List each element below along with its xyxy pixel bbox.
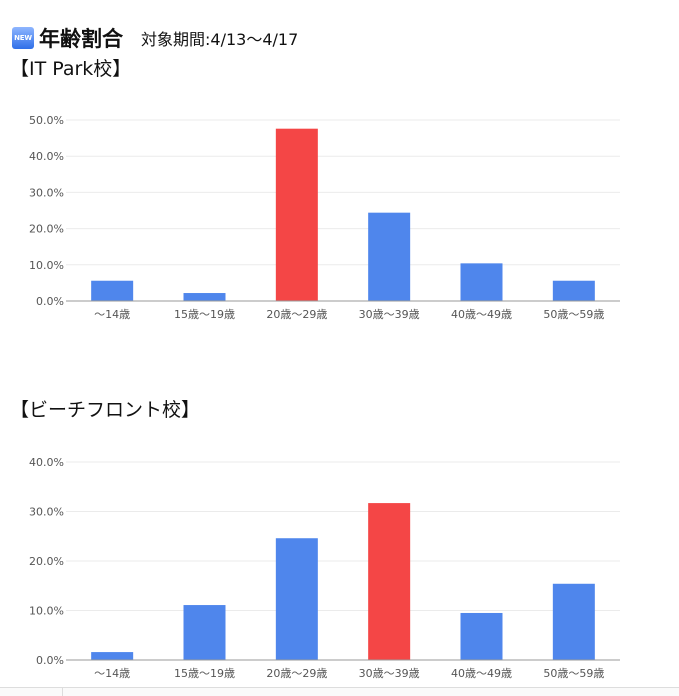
age-ratio-chart-it-park: 0.0% 10.0% 20.0% 30.0% 40.0% 50.0% 〜14歳 15歳〜19歳… — [29, 114, 620, 321]
y-tick-label: 10.0% — [29, 605, 64, 618]
x-tick-label: 50歳〜59歳 — [543, 667, 604, 680]
y-tick-label: 30.0% — [29, 186, 64, 199]
x-tick-label: 30歳〜39歳 — [359, 308, 420, 321]
strip-divider — [62, 688, 63, 696]
x-tick-label: 〜14歳 — [94, 667, 130, 680]
x-tick-label: 15歳〜19歳 — [174, 667, 235, 680]
bottom-strip — [0, 687, 679, 696]
x-tick-label: 15歳〜19歳 — [174, 308, 235, 321]
x-tick-label: 〜14歳 — [94, 308, 130, 321]
bar — [460, 263, 503, 301]
x-tick-label: 40歳〜49歳 — [451, 667, 512, 680]
page-header: NEW 年齢割合 対象期間:4/13〜4/17 — [12, 24, 298, 52]
bar — [91, 652, 134, 660]
page-title: 年齢割合 — [39, 27, 123, 51]
bar — [183, 605, 226, 660]
bar — [91, 280, 134, 301]
x-tick-label: 30歳〜39歳 — [359, 667, 420, 680]
x-tick-label: 20歳〜29歳 — [266, 667, 327, 680]
x-tick-label: 50歳〜59歳 — [543, 308, 604, 321]
x-tick-label: 40歳〜49歳 — [451, 308, 512, 321]
y-tick-label: 20.0% — [29, 555, 64, 568]
y-tick-label: 20.0% — [29, 223, 64, 236]
y-tick-label: 10.0% — [29, 259, 64, 272]
bar — [275, 128, 318, 301]
y-tick-label: 0.0% — [36, 295, 64, 308]
bar — [275, 538, 318, 660]
y-tick-label: 50.0% — [29, 114, 64, 127]
y-tick-label: 30.0% — [29, 506, 64, 519]
chart-title-it-park: 【IT Park校】 — [10, 58, 132, 80]
new-badge-icon: NEW — [12, 27, 34, 49]
bar — [368, 212, 411, 301]
bar — [368, 503, 411, 660]
chart-title-beachfront: 【ビーチフロント校】 — [10, 399, 201, 421]
bar — [183, 293, 226, 301]
y-tick-label: 40.0% — [29, 456, 64, 469]
period-label: 対象期間:4/13〜4/17 — [141, 30, 299, 49]
bar — [552, 280, 595, 301]
bar — [552, 583, 595, 660]
y-tick-label: 40.0% — [29, 150, 64, 163]
x-tick-label: 20歳〜29歳 — [266, 308, 327, 321]
bar — [460, 612, 503, 660]
y-tick-label: 0.0% — [36, 654, 64, 667]
age-ratio-chart-beachfront: 0.0% 10.0% 20.0% 30.0% 40.0% 〜14歳 15歳〜19歳 20歳〜2… — [29, 456, 620, 680]
